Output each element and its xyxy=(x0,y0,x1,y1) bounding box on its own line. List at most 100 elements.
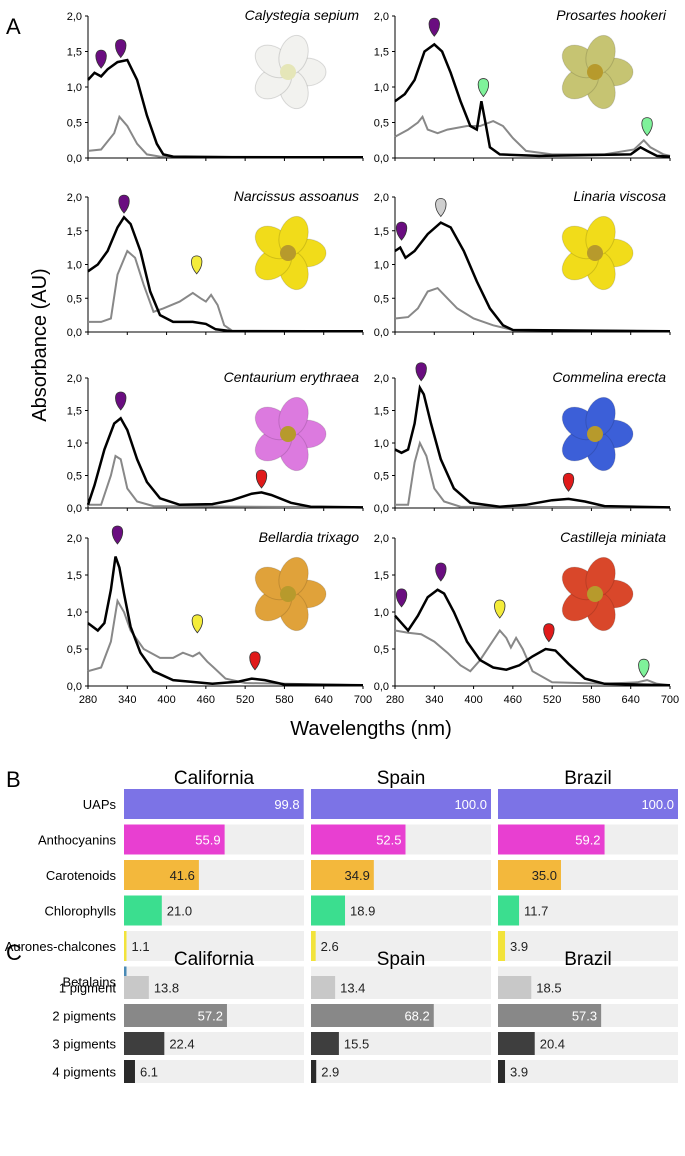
bar-value-label: 6.1 xyxy=(140,1065,158,1080)
bar xyxy=(498,1032,535,1055)
y-tick-label: 2,0 xyxy=(374,533,389,545)
flower-image xyxy=(561,556,634,632)
x-tick-label: 700 xyxy=(661,694,679,706)
x-tick-label: 280 xyxy=(79,694,97,706)
y-tick-label: 2,0 xyxy=(374,192,389,204)
pigment-marker-icon xyxy=(115,391,127,411)
bar-value-label: 57.2 xyxy=(198,1009,223,1024)
y-tick-label: 2,0 xyxy=(67,192,82,204)
x-tick-label: 340 xyxy=(118,694,136,706)
bar-value-label: 34.9 xyxy=(345,868,370,883)
category-label: Anthocyanins xyxy=(38,833,117,848)
y-tick-label: 1,0 xyxy=(67,82,82,94)
y-tick-label: 2,0 xyxy=(374,11,389,23)
bar-background xyxy=(311,1060,491,1083)
bar xyxy=(498,789,678,819)
category-label: 1 pigment xyxy=(59,981,116,996)
bar-value-label: 1.1 xyxy=(132,939,150,954)
pigment-bar-chart: California Spain Brazil UAPs 99.8 100.0 100.0 A… xyxy=(5,768,678,997)
black-spectrum-line xyxy=(394,384,671,509)
x-tick-label: 280 xyxy=(386,694,404,706)
bar-value-label: 35.0 xyxy=(532,868,557,883)
spectrum-panel: 0,0 0,5 1,0 1,5 2,0 Linaria viscosa xyxy=(374,188,671,339)
bar-background xyxy=(498,1060,678,1083)
bar-value-label: 18.5 xyxy=(536,981,561,996)
black-spectrum-line xyxy=(394,588,671,687)
region-header: Brazil xyxy=(564,768,612,789)
bar xyxy=(311,1032,339,1055)
bar-value-label: 15.5 xyxy=(344,1037,369,1052)
x-tick-label: 520 xyxy=(543,694,561,706)
x-tick-label: 400 xyxy=(464,694,482,706)
flower-center xyxy=(587,245,603,261)
pigment-marker-icon xyxy=(494,599,506,619)
species-title: Linaria viscosa xyxy=(573,188,666,204)
bar xyxy=(124,789,304,819)
flower-center xyxy=(280,64,296,80)
y-tick-label: 2,0 xyxy=(67,373,82,385)
bar-value-label: 100.0 xyxy=(454,797,487,812)
y-tick-label: 1,5 xyxy=(67,47,82,59)
gray-spectrum-line xyxy=(88,454,364,509)
species-title: Narcissus assoanus xyxy=(234,188,359,204)
flower-image xyxy=(254,556,327,632)
flower-image xyxy=(254,396,327,472)
y-tick-label: 0,5 xyxy=(374,118,389,130)
y-tick-label: 0,5 xyxy=(374,293,389,305)
flower-image xyxy=(561,215,634,291)
bar xyxy=(311,976,336,999)
category-label: Carotenoids xyxy=(46,868,117,883)
bar-value-label: 55.9 xyxy=(195,833,220,848)
flower-center xyxy=(280,426,296,442)
y-tick-label: 1,0 xyxy=(374,260,389,272)
bar-value-label: 22.4 xyxy=(169,1037,194,1052)
y-tick-label: 0,0 xyxy=(374,681,389,693)
bar xyxy=(311,931,316,961)
pigment-marker-icon xyxy=(115,39,127,59)
bar-value-label: 52.5 xyxy=(376,833,401,848)
gray-spectrum-line xyxy=(87,114,364,159)
pigment-marker-icon xyxy=(638,658,650,678)
y-tick-label: 1,0 xyxy=(374,82,389,94)
x-tick-label: 460 xyxy=(197,694,215,706)
bar-background xyxy=(311,1032,491,1055)
spectra-panels: 0,0 0,5 1,0 1,5 2,0 Calystegia sepium 0,0 0,5 1,… xyxy=(67,7,679,706)
gray-spectrum-line xyxy=(88,249,364,333)
bar-background xyxy=(498,976,678,999)
region-header: California xyxy=(174,768,255,789)
bar xyxy=(498,931,506,961)
bar xyxy=(124,931,127,961)
species-title: Prosartes hookeri xyxy=(556,7,667,23)
x-tick-label: 640 xyxy=(622,694,640,706)
bar xyxy=(311,860,374,890)
pigment-marker-icon xyxy=(395,588,408,608)
bar xyxy=(311,1004,434,1027)
bar xyxy=(124,824,225,855)
x-tick-label: 640 xyxy=(315,694,333,706)
x-tick-label: 520 xyxy=(236,694,254,706)
bar xyxy=(498,895,520,926)
bar xyxy=(498,1004,602,1027)
category-label: 3 pigments xyxy=(52,1037,116,1052)
y-tick-label: 0,0 xyxy=(67,153,82,165)
bar-value-label: 57.3 xyxy=(572,1009,597,1024)
bar xyxy=(498,860,561,890)
region-header: California xyxy=(174,949,255,970)
flower-center xyxy=(587,64,603,80)
category-label: Aurones-chalcones xyxy=(5,939,117,954)
bar xyxy=(124,976,149,999)
bar xyxy=(124,1032,165,1055)
panel-letter-c: C xyxy=(6,940,22,965)
pigment-marker-icon xyxy=(435,562,447,582)
pigment-marker-icon xyxy=(562,472,575,492)
flower-image xyxy=(561,396,634,472)
bar xyxy=(124,860,199,890)
bar-value-label: 68.2 xyxy=(404,1009,429,1024)
bar xyxy=(311,789,491,819)
black-spectrum-line xyxy=(87,215,363,333)
pigment-marker-icon xyxy=(191,255,203,275)
y-tick-label: 1,0 xyxy=(374,607,389,619)
black-spectrum-line xyxy=(87,58,363,159)
species-title: Calystegia sepium xyxy=(245,7,360,23)
